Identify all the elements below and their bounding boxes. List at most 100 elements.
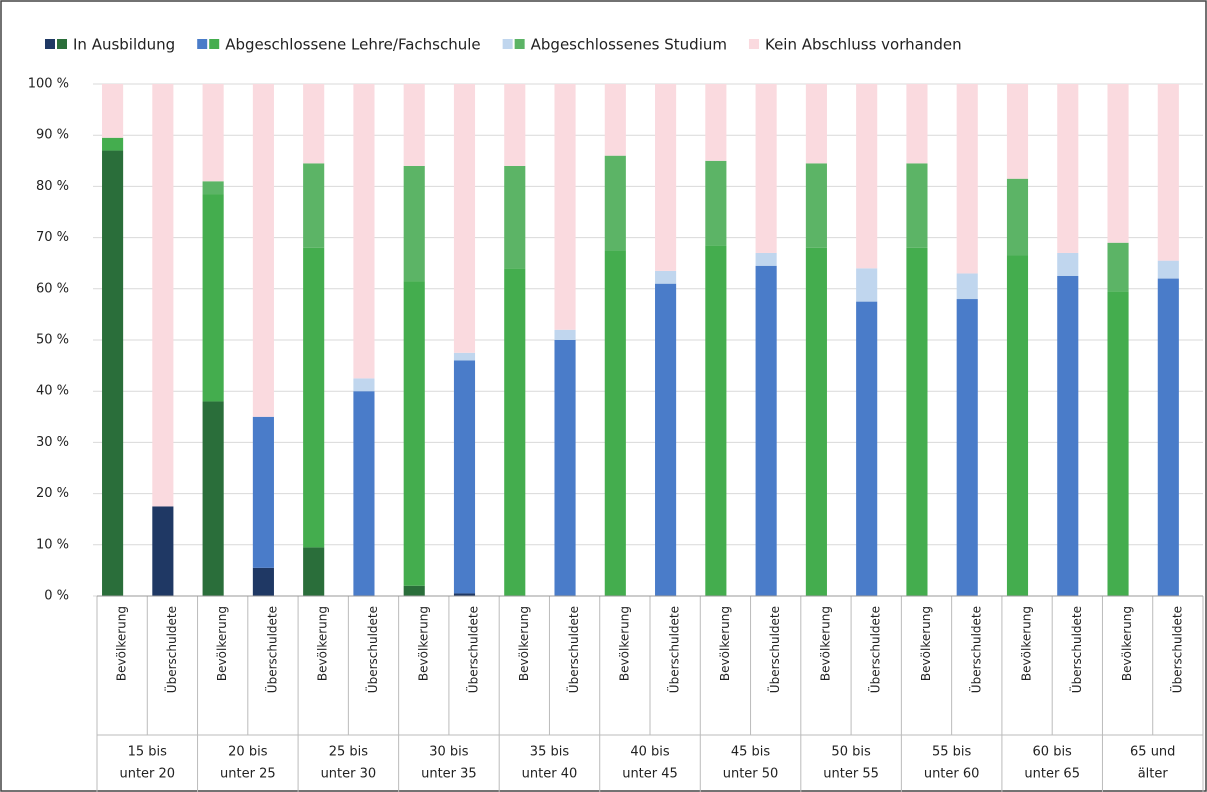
bar-segment	[705, 84, 727, 161]
bar-segment	[1006, 84, 1029, 179]
bar-segment	[102, 84, 124, 138]
bar-segment	[705, 160, 727, 246]
bar-segment	[453, 593, 476, 596]
legend-swatch	[57, 39, 67, 49]
bar-segment	[202, 181, 224, 195]
bar-segment	[353, 378, 375, 392]
group-label: 35 bis	[530, 745, 570, 760]
bar-segment	[655, 270, 677, 284]
bar-segment	[906, 84, 928, 164]
bar-segment	[554, 84, 576, 330]
x-tick-label: Überschuldete	[867, 606, 883, 693]
bar-segment	[604, 250, 626, 596]
bar-segment	[202, 84, 224, 182]
y-tick-label: 70 %	[36, 230, 69, 245]
group-label: 45 bis	[731, 745, 771, 760]
bar-segment	[655, 84, 677, 271]
y-tick-label: 50 %	[36, 333, 69, 348]
bar-segment	[1057, 252, 1079, 276]
group-label: unter 30	[321, 767, 377, 782]
x-tick-label: Bevölkerung	[517, 606, 531, 681]
bar-segment	[1107, 242, 1129, 292]
x-tick-label: Bevölkerung	[416, 606, 430, 681]
group-label: 20 bis	[228, 745, 268, 760]
bar-segment	[303, 163, 325, 248]
x-tick-label: Bevölkerung	[919, 606, 933, 681]
bar-segment	[504, 165, 526, 269]
group-label: 25 bis	[329, 745, 369, 760]
legend-swatch	[45, 39, 55, 49]
bar-segment	[202, 194, 224, 402]
bar-segment	[805, 84, 827, 164]
bar-segment	[554, 329, 576, 340]
bar-segment	[856, 268, 878, 302]
bar-segment	[152, 84, 174, 507]
bar-segment	[755, 84, 777, 253]
x-tick-label: Überschuldete	[967, 606, 983, 693]
y-tick-label: 20 %	[36, 486, 69, 501]
x-tick-label: Bevölkerung	[617, 606, 631, 681]
group-label: unter 55	[823, 767, 879, 782]
bar-segment	[956, 273, 978, 300]
bar-segment	[1157, 278, 1179, 596]
legend-swatch	[748, 39, 759, 49]
bar-segment	[403, 281, 425, 586]
y-tick-label: 90 %	[36, 128, 69, 143]
bar-segment	[1006, 255, 1029, 596]
group-label: unter 20	[119, 767, 175, 782]
x-tick-label: Bevölkerung	[316, 606, 330, 681]
bar-segment	[906, 163, 928, 248]
bar-segment	[1107, 84, 1129, 243]
group-label: 50 bis	[831, 745, 871, 760]
x-tick-label: Überschuldete	[465, 606, 481, 693]
bar-segment	[906, 247, 928, 596]
x-tick-label: Überschuldete	[1168, 606, 1184, 693]
bar-segment	[403, 585, 425, 596]
group-label: älter	[1138, 767, 1169, 782]
group-label: unter 65	[1024, 767, 1080, 782]
group-label: unter 25	[220, 767, 276, 782]
y-tick-label: 40 %	[36, 384, 69, 399]
bar-segment	[956, 84, 978, 274]
y-tick-label: 10 %	[36, 537, 69, 552]
bar-segment	[102, 150, 124, 596]
x-tick-label: Überschuldete	[263, 606, 279, 693]
x-tick-label: Überschuldete	[1068, 606, 1084, 693]
y-tick-label: 100 %	[28, 77, 69, 92]
legend-swatch	[514, 39, 525, 49]
bar-segment	[604, 84, 626, 156]
group-label: 60 bis	[1033, 745, 1073, 760]
bar-segment	[1107, 291, 1129, 596]
group-label: 55 bis	[932, 745, 972, 760]
bar-segment	[655, 283, 677, 596]
x-tick-label: Überschuldete	[666, 606, 682, 693]
group-label: unter 40	[522, 767, 578, 782]
bar-segment	[755, 265, 777, 596]
legend-swatch	[209, 39, 220, 49]
y-tick-label: 80 %	[36, 179, 69, 194]
x-tick-label: Überschuldete	[163, 606, 179, 693]
bar-segment	[805, 247, 827, 596]
bar-segment	[604, 155, 626, 251]
bar-segment	[202, 401, 224, 596]
x-tick-label: Bevölkerung	[718, 606, 732, 681]
group-label: unter 45	[622, 767, 678, 782]
bar-segment	[856, 301, 878, 596]
x-tick-label: Überschuldete	[565, 606, 581, 693]
group-label: unter 60	[924, 767, 980, 782]
group-label: unter 35	[421, 767, 477, 782]
group-label: unter 50	[723, 767, 779, 782]
bar-segment	[152, 506, 174, 596]
group-label: 65 und	[1130, 745, 1175, 760]
bar-segment	[805, 163, 827, 248]
bar-segment	[453, 84, 476, 353]
bar-segment	[303, 247, 325, 548]
legend-swatch	[197, 39, 208, 49]
bar-segment	[403, 84, 425, 166]
bar-segment	[102, 137, 124, 151]
bar-segment	[403, 165, 425, 282]
group-label: 15 bis	[128, 745, 168, 760]
bar-segment	[252, 567, 274, 596]
